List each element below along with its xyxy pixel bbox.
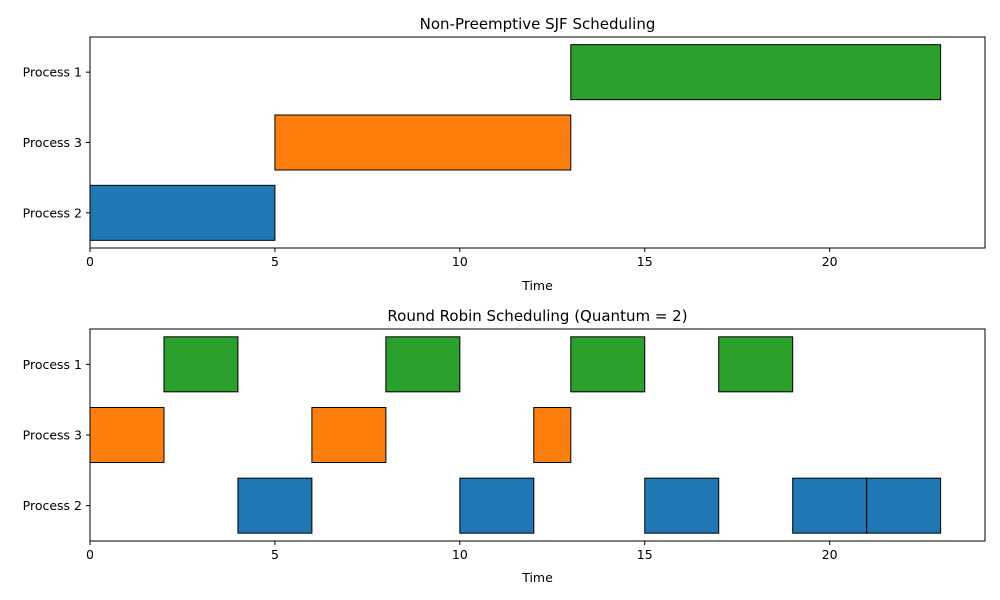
task-bar [163, 336, 239, 393]
task-bar [385, 336, 461, 393]
task-bar [311, 407, 387, 463]
x-tick-label: 20 [822, 547, 838, 562]
bars [89, 336, 942, 534]
task-bar [237, 477, 313, 534]
x-tick-label: 5 [271, 254, 279, 269]
task-bar [792, 477, 868, 534]
x-tick-label: 10 [452, 547, 468, 562]
x-tick-label: 15 [637, 547, 653, 562]
x-tick-label: 0 [86, 254, 94, 269]
x-tick-label: 10 [452, 254, 468, 269]
x-tick-label: 15 [637, 254, 653, 269]
bars [89, 44, 942, 241]
y-tick-label: Process 3 [23, 135, 82, 150]
y-tick-label: Process 1 [23, 65, 82, 80]
task-bar [89, 184, 276, 241]
x-tick-label: 0 [86, 547, 94, 562]
sjf-chart: Non-Preemptive SJF Scheduling Time 0 5 10 1… [23, 15, 986, 293]
task-bar [718, 336, 794, 393]
y-tick-label: Process 1 [23, 357, 82, 372]
task-bar [570, 44, 942, 101]
y-tick-label: Process 2 [23, 498, 82, 513]
task-bar [533, 407, 572, 463]
task-bar [644, 477, 720, 534]
x-tick-label: 5 [271, 547, 279, 562]
x-tick-label: 20 [822, 254, 838, 269]
task-bar [459, 477, 535, 534]
y-tick-label: Process 3 [23, 428, 82, 443]
task-bar [570, 336, 646, 393]
y-tick-label: Process 2 [23, 205, 82, 220]
task-bar [274, 114, 572, 171]
x-axis-label: Time [521, 570, 553, 585]
chart-title: Non-Preemptive SJF Scheduling [420, 15, 656, 33]
task-bar [89, 407, 165, 463]
task-bar [866, 477, 942, 534]
x-axis-label: Time [521, 278, 553, 293]
chart-title: Round Robin Scheduling (Quantum = 2) [387, 307, 687, 325]
round-robin-chart: Round Robin Scheduling (Quantum = 2) Tim… [23, 307, 986, 585]
